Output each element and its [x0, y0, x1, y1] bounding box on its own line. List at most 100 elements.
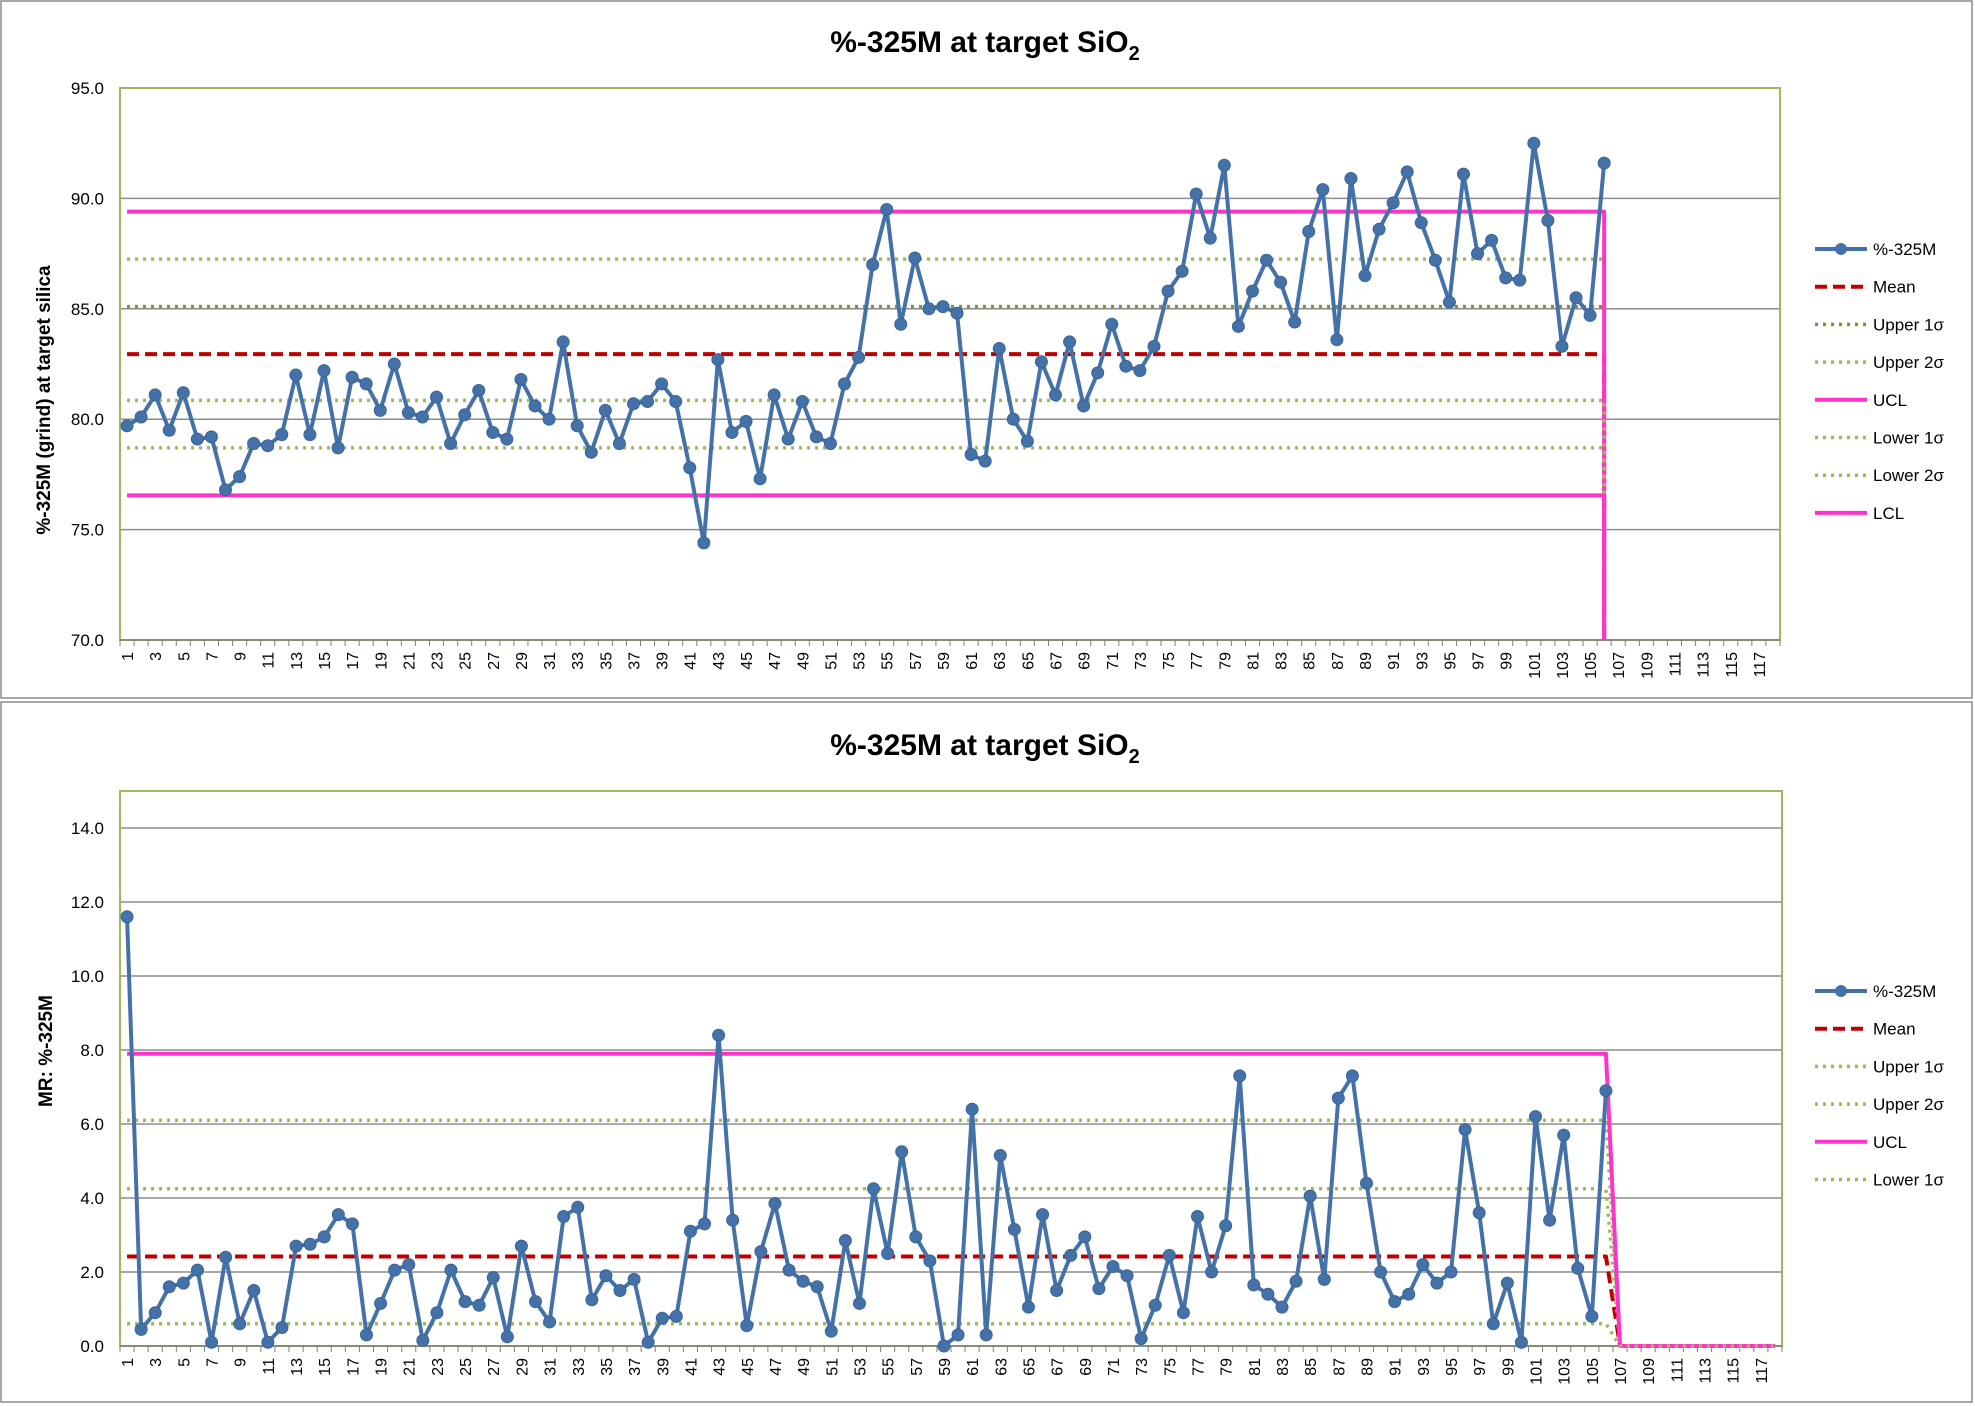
data-point — [698, 1217, 712, 1231]
data-point — [1175, 264, 1189, 278]
legend-label-lower-1sigma: Lower 1σ — [1873, 429, 1944, 448]
x-tick-label: 99 — [1500, 1358, 1517, 1376]
x-tick-label: 7 — [204, 652, 221, 661]
data-point — [472, 1298, 486, 1312]
x-tick-label: 71 — [1106, 1358, 1123, 1376]
data-point — [809, 430, 823, 444]
data-point — [204, 430, 218, 444]
plot-area: 70.075.080.085.090.095.01 3 5 7 9 11 13 15 17 19 2… — [71, 79, 1781, 679]
x-tick-label: 63 — [992, 652, 1009, 670]
data-point — [275, 428, 289, 442]
x-tick-label: 103 — [1557, 1358, 1574, 1385]
data-point — [782, 1263, 796, 1277]
data-point — [781, 432, 795, 446]
x-tick-label: 91 — [1388, 1358, 1405, 1376]
data-point — [880, 202, 894, 216]
y-tick-label: 0.0 — [80, 1337, 104, 1356]
data-point — [965, 1102, 979, 1116]
x-tick-label: 87 — [1330, 652, 1347, 670]
data-point — [1036, 1208, 1050, 1222]
data-point — [908, 251, 922, 265]
data-point — [1456, 167, 1470, 181]
data-point — [1050, 1284, 1064, 1297]
x-tick-label: 69 — [1077, 652, 1094, 670]
data-point — [1190, 1210, 1204, 1223]
data-point — [711, 353, 725, 367]
grind-chart-panel: %-325M at target SiO2 %-325M (grind) at … — [0, 0, 1973, 699]
x-tick-label: 117 — [1752, 652, 1769, 678]
data-point — [134, 410, 148, 424]
data-point — [867, 1182, 881, 1196]
data-point — [233, 470, 247, 484]
data-point — [655, 1311, 669, 1325]
x-tick-label: 19 — [374, 1358, 391, 1376]
x-tick-label: 51 — [824, 1358, 841, 1376]
data-point — [669, 395, 683, 409]
data-point — [415, 410, 429, 424]
data-point — [739, 414, 753, 428]
data-point — [1274, 275, 1288, 289]
data-point — [796, 1274, 810, 1288]
data-point — [627, 1272, 641, 1286]
chart-title-subscript: 2 — [1129, 746, 1140, 768]
data-point — [514, 372, 528, 386]
x-tick-label: 59 — [936, 652, 953, 670]
data-point — [950, 306, 964, 320]
data-point — [1134, 1332, 1148, 1346]
data-point — [1400, 165, 1414, 179]
y-tick-label: 4.0 — [80, 1189, 104, 1208]
x-tick-label: 43 — [712, 1358, 729, 1376]
chart-title: %-325M at target SiO2 — [830, 26, 1140, 65]
x-tick-label: 77 — [1189, 652, 1206, 670]
x-tick-label: 63 — [993, 1358, 1010, 1376]
data-point — [1147, 339, 1161, 353]
data-point — [669, 1309, 683, 1323]
data-point — [1388, 1295, 1402, 1309]
y-axis-label: %-325M (grind) at target silica — [34, 265, 55, 535]
x-tick-label: 39 — [655, 652, 672, 670]
x-tick-label: 49 — [795, 652, 812, 670]
data-point — [1372, 222, 1386, 236]
data-point — [134, 1322, 148, 1336]
data-point — [978, 454, 992, 468]
data-point — [275, 1321, 289, 1334]
data-point — [1049, 388, 1063, 402]
moving-range-chart-panel: %-325M at target SiO2 MR: %-325M 0.0 2.0 4… — [0, 701, 1973, 1403]
data-point — [388, 1263, 402, 1277]
x-tick-label: 115 — [1724, 652, 1741, 678]
data-point — [120, 910, 134, 924]
x-tick-label: 83 — [1274, 652, 1291, 670]
x-tick-label: 27 — [486, 652, 503, 670]
data-point — [542, 412, 556, 426]
data-point — [1317, 1272, 1331, 1286]
data-point — [1162, 1248, 1176, 1262]
x-tick-label: 69 — [1078, 1358, 1095, 1376]
x-tick-label: 5 — [176, 652, 193, 661]
data-point — [740, 1319, 754, 1333]
data-point — [543, 1315, 557, 1329]
x-tick-label: 1 — [120, 652, 137, 661]
x-tick-label: 29 — [514, 1358, 531, 1376]
data-point — [528, 399, 542, 413]
data-point — [1092, 1282, 1106, 1296]
data-point — [1599, 1084, 1613, 1098]
data-point — [1472, 1206, 1486, 1220]
data-point — [1261, 1287, 1275, 1301]
x-tick-label: 109 — [1639, 652, 1656, 679]
x-tick-label: 97 — [1472, 1358, 1489, 1376]
x-tick-label: 5 — [176, 1358, 193, 1367]
y-tick-label: 14.0 — [71, 819, 104, 838]
data-point — [1374, 1265, 1388, 1279]
data-point — [1430, 1276, 1444, 1290]
data-point — [612, 436, 626, 450]
data-point — [1106, 1259, 1120, 1273]
x-tick-label: 117 — [1754, 1358, 1771, 1384]
data-point — [626, 397, 640, 411]
data-point — [289, 368, 303, 382]
series-line-lcl — [127, 493, 1607, 640]
x-tick-label: 95 — [1444, 1358, 1461, 1376]
data-point — [655, 377, 669, 391]
x-tick-label: 113 — [1698, 1358, 1715, 1384]
y-tick-label: 6.0 — [80, 1115, 104, 1134]
data-point — [1331, 1091, 1345, 1105]
